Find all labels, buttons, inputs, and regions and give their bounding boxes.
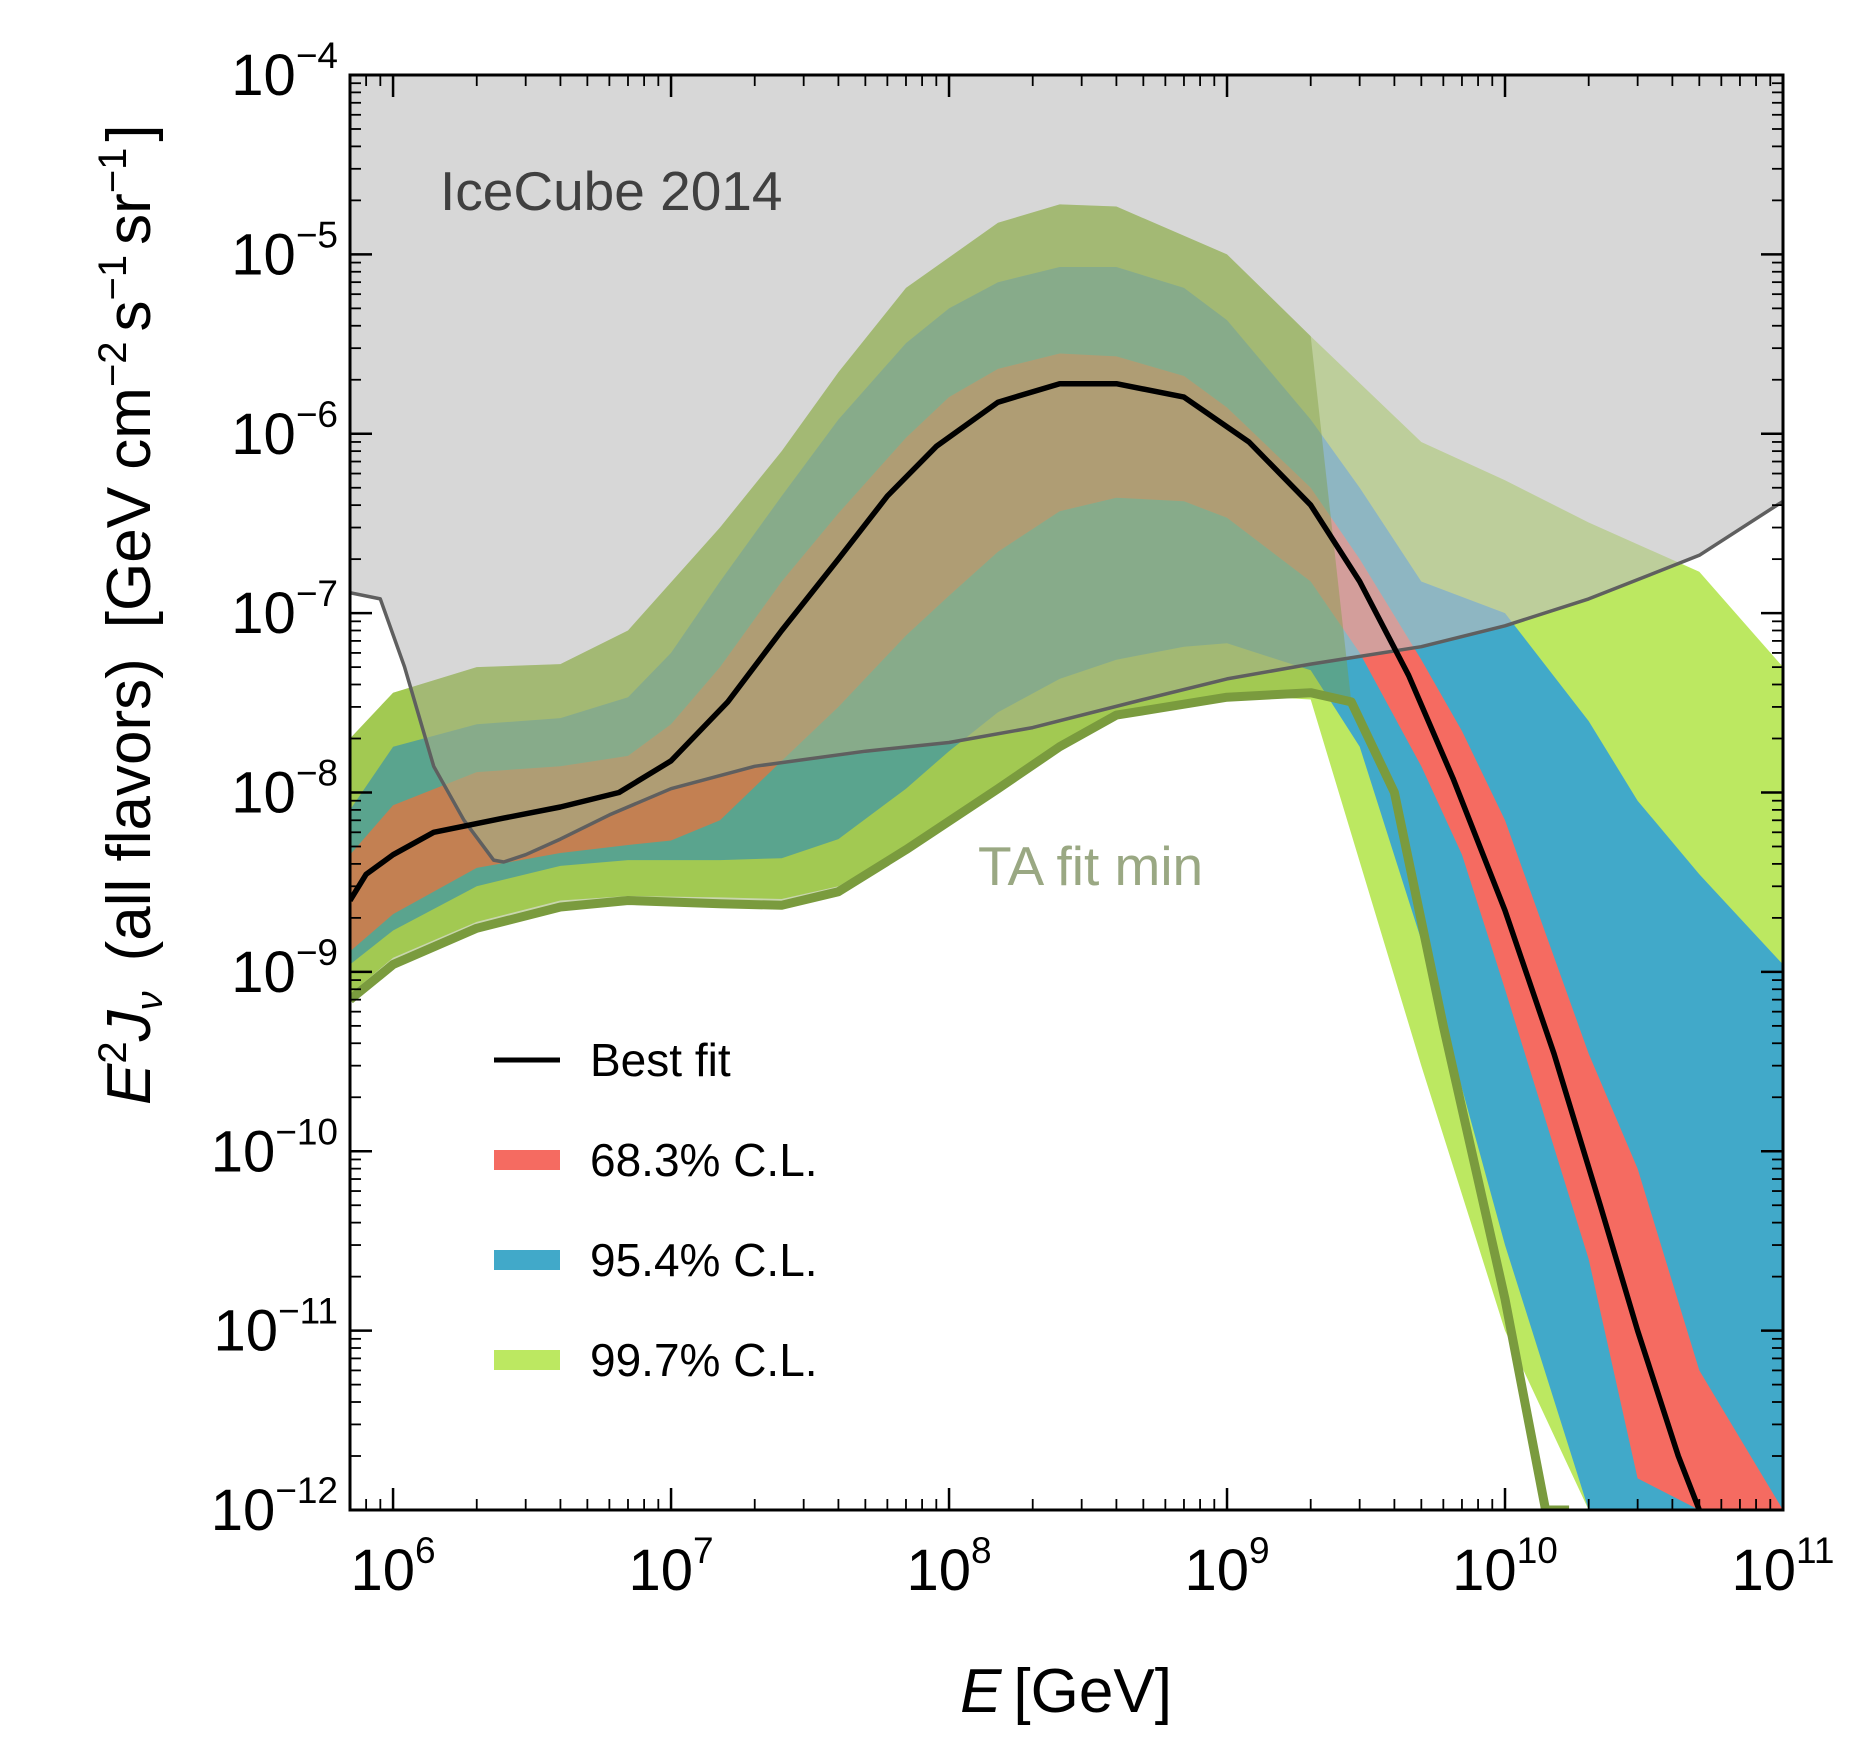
y-axis-label: E2Jν(all flavors)[GeV cm−2s−1sr−1] (91, 124, 171, 1105)
icecube-label: IceCube 2014 (440, 160, 783, 222)
x-tick-label: 107 (629, 1530, 714, 1603)
ta-fit-min-edge (350, 688, 1570, 1510)
best-fit-line (350, 380, 1702, 1510)
legend-swatch-68 (494, 1150, 560, 1170)
legend: Best fit 68.3% C.L. 95.4% C.L. 99.7% C.L… (494, 1034, 818, 1386)
minor-ticks (349, 75, 1783, 1510)
x-tick-label: 109 (1184, 1530, 1269, 1603)
y-tick-label: 10−4 (231, 35, 338, 108)
plot-frame (348, 73, 1785, 1512)
y-tick-label: 10−10 (211, 1111, 338, 1184)
legend-label-best-fit: Best fit (590, 1034, 731, 1086)
y-tick-labels: 10−12 10−11 10−10 10−9 10−8 10−7 10−6 10−5 10−4 (211, 35, 338, 1543)
legend-swatch-99 (494, 1350, 560, 1370)
plot-area (350, 75, 1783, 1510)
x-tick-label: 106 (351, 1530, 436, 1603)
x-tick-labels: 106 107 108 109 1010 1011 (351, 1530, 1835, 1603)
x-tick-label: 1011 (1732, 1530, 1835, 1603)
icecube-excluded-region (350, 75, 1783, 862)
band-68-3 (350, 353, 1783, 1510)
legend-label-99: 99.7% C.L. (590, 1334, 818, 1386)
legend-label-68: 68.3% C.L. (590, 1134, 818, 1186)
y-tick-label: 10−12 (211, 1470, 338, 1543)
x-tick-label: 108 (906, 1530, 991, 1603)
ta-fit-min-label: TA fit min (978, 835, 1203, 897)
y-tick-label: 10−11 (213, 1291, 338, 1364)
y-tick-label: 10−9 (231, 932, 338, 1005)
legend-swatch-95 (494, 1250, 560, 1270)
legend-label-95: 95.4% C.L. (590, 1234, 818, 1286)
y-tick-label: 10−6 (231, 394, 338, 467)
y-tick-label: 10−7 (231, 573, 338, 646)
icecube-limit-line (350, 499, 1783, 864)
x-tick-label: 1010 (1452, 1530, 1558, 1603)
y-tick-label: 10−5 (231, 214, 338, 287)
x-axis-label: E [GeV] (960, 1657, 1172, 1726)
ta-fit-min-region (350, 204, 1352, 1000)
y-tick-label: 10−8 (231, 753, 338, 826)
